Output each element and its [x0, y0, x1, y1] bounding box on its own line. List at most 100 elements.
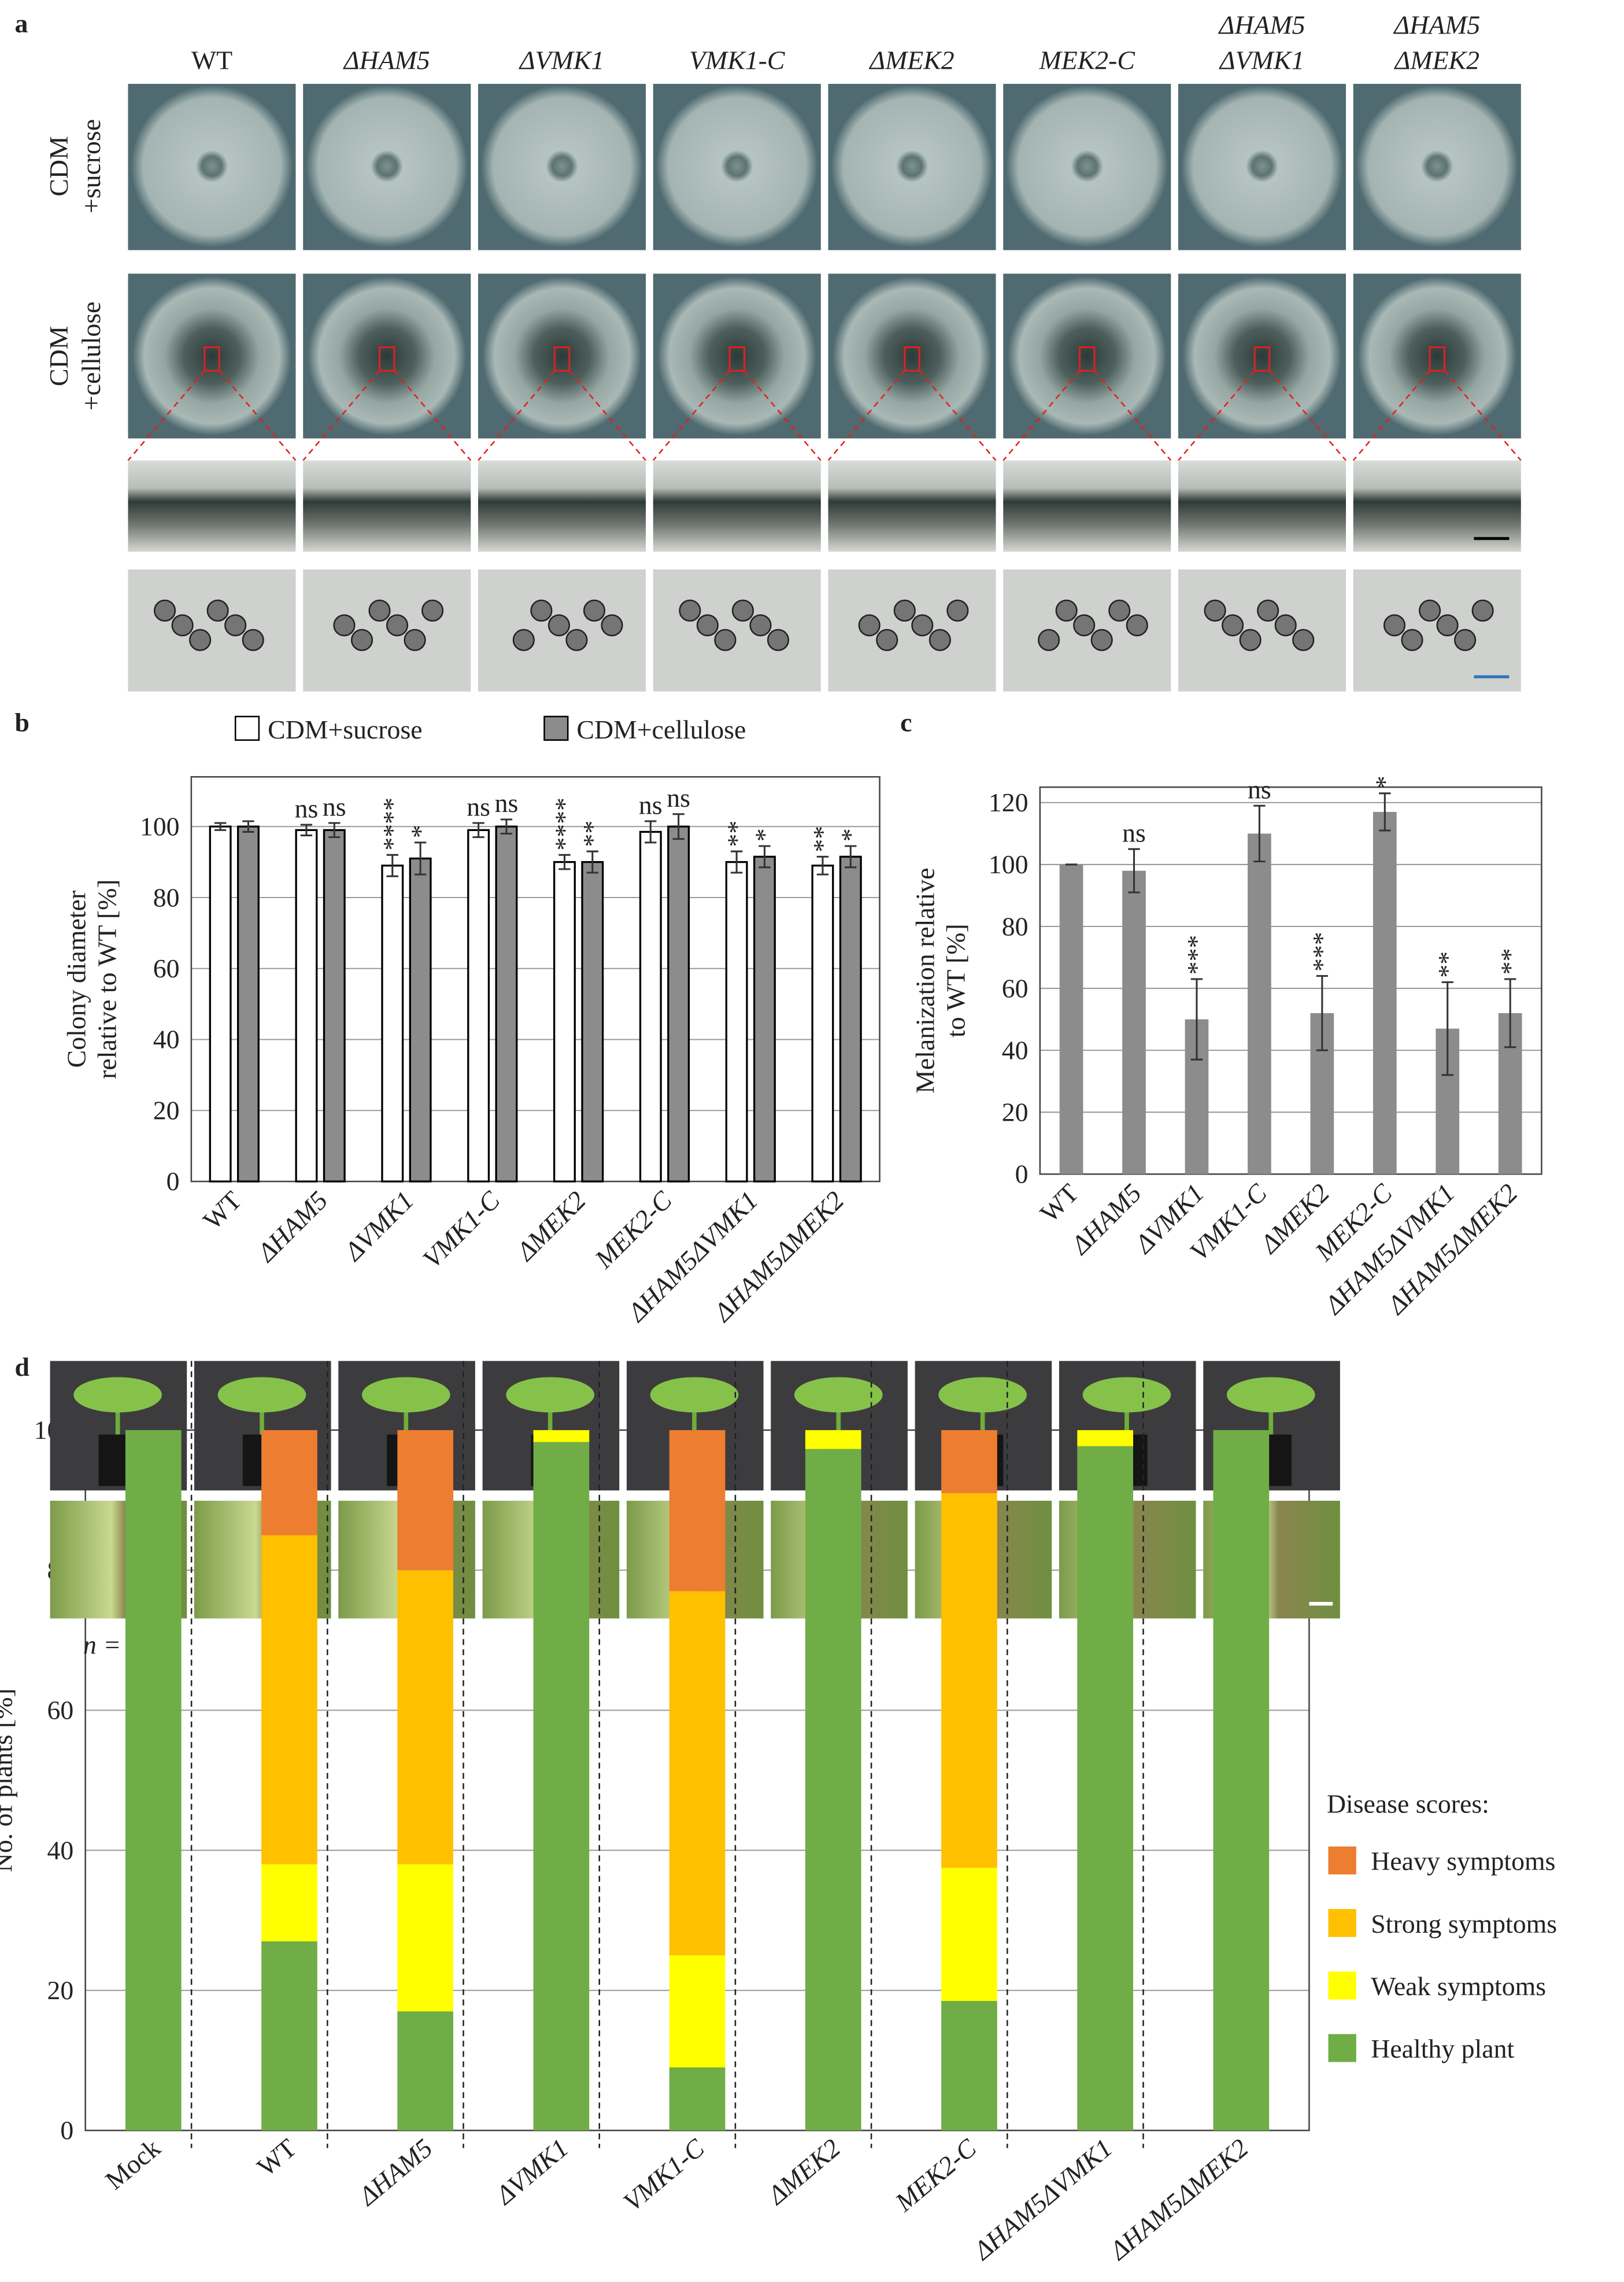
micro-photo [828, 569, 996, 692]
microsclerotia [224, 614, 247, 637]
y-axis-label-line: Melanization relative [911, 868, 940, 1094]
zoom-line [568, 370, 646, 461]
colony [831, 85, 993, 248]
bar-segment [125, 1430, 182, 2130]
zoom-line [1002, 370, 1081, 461]
bar-segment [533, 1442, 590, 2130]
colony [656, 85, 818, 248]
microsclerotia [350, 629, 373, 651]
plot-frame [190, 776, 881, 1183]
y-tick-label: 20 [1002, 1097, 1029, 1127]
significance: ns [1248, 775, 1271, 804]
legend-label: Healthy plant [1371, 2034, 1514, 2063]
bar-segment [397, 1570, 454, 1864]
microsclerotia [206, 599, 229, 622]
y-axis-label-line: Colony diameter [62, 891, 91, 1068]
significance: ** [1495, 948, 1525, 975]
x-tick-label: VMK1-C [617, 2133, 710, 2217]
bar [323, 829, 346, 1183]
y-tick-label: 20 [47, 1975, 74, 2005]
panel-label: b [15, 707, 29, 737]
y-tick-label: 60 [1002, 973, 1029, 1003]
section-photo [478, 460, 646, 552]
micro-photo [653, 569, 821, 692]
bar [581, 861, 604, 1183]
legend-swatch [1328, 1971, 1356, 2000]
microsclerotia [1108, 599, 1131, 622]
zoom-line [743, 370, 822, 461]
x-tick-label: ΔHAM5 [352, 2133, 438, 2211]
column-label: MEK2-C [1039, 46, 1135, 75]
x-tick-label: MEK2-C [589, 1185, 678, 1274]
y-tick-label: 0 [167, 1166, 180, 1196]
legend-label: CDM+sucrose [268, 715, 422, 744]
foliage [650, 1377, 739, 1413]
bar-segment [669, 1591, 726, 1956]
microsclerotia [749, 614, 772, 637]
zoom-line [919, 370, 997, 461]
bar [839, 855, 862, 1183]
microsclerotia [189, 629, 212, 651]
foliage [938, 1377, 1027, 1413]
microsclerotia [171, 614, 194, 637]
microsclerotia [333, 614, 356, 637]
bar [811, 865, 834, 1183]
microsclerotia [1222, 614, 1244, 637]
colony [1006, 85, 1168, 248]
x-tick-label: ΔVMK1 [338, 1186, 419, 1267]
microsclerotia [1292, 629, 1315, 651]
section-photo [1003, 460, 1171, 552]
colony [307, 276, 467, 436]
bar [467, 829, 490, 1183]
microsclerotia [1418, 599, 1441, 622]
micro-photo [1178, 569, 1346, 692]
panel-label: a [15, 9, 28, 38]
x-tick-label: ΔHAM5 [251, 1186, 334, 1268]
y-tick-label: 100 [140, 812, 180, 841]
section-photo [828, 460, 996, 552]
bar [295, 829, 318, 1183]
bar-segment [261, 1864, 317, 1941]
bar [409, 857, 432, 1183]
foliage [794, 1377, 883, 1413]
microsclerotia [1454, 629, 1477, 651]
bar-segment [941, 2000, 997, 2130]
y-axis-label: Colony diameterrelative to WT [%] [62, 879, 122, 1079]
y-tick-label: 60 [153, 954, 180, 983]
x-tick-label: Mock [99, 2133, 166, 2195]
x-tick-label: ΔMEK2 [510, 1186, 591, 1267]
bar [1122, 870, 1146, 1175]
microsclerotia [153, 599, 176, 622]
significance: ** [722, 821, 751, 847]
zoom-box [1429, 346, 1446, 372]
colony [131, 85, 293, 248]
microsclerotia [583, 599, 606, 622]
bar-segment [533, 1430, 590, 1442]
section-photo [1178, 460, 1346, 552]
bar-segment [669, 2067, 726, 2130]
microsclerotia [679, 599, 701, 622]
colony [481, 85, 643, 248]
bar-segment [805, 1449, 861, 2130]
bar [639, 830, 662, 1183]
legend-label: Heavy symptoms [1371, 1847, 1555, 1876]
foliage [1226, 1377, 1315, 1413]
significance: *** [1307, 932, 1337, 972]
microsclerotia [242, 629, 264, 651]
bar-segment [261, 1941, 317, 2130]
significance: ns [667, 783, 690, 813]
zoom-line [652, 370, 730, 461]
zoom-line [1268, 370, 1346, 461]
bar-segment [261, 1430, 317, 1535]
y-tick-label: 0 [60, 2115, 73, 2145]
column-label: ΔMEK2 [868, 46, 954, 75]
microsclerotia [565, 629, 588, 651]
microsclerotia [858, 614, 881, 637]
zoom-line [219, 370, 297, 461]
bar-segment [941, 1493, 997, 1868]
panel-label: c [900, 707, 912, 737]
bar-segment [805, 1430, 861, 1449]
bar-segment [669, 1955, 726, 2067]
zoom-line [1178, 370, 1256, 461]
bar-segment [1213, 1430, 1270, 2130]
